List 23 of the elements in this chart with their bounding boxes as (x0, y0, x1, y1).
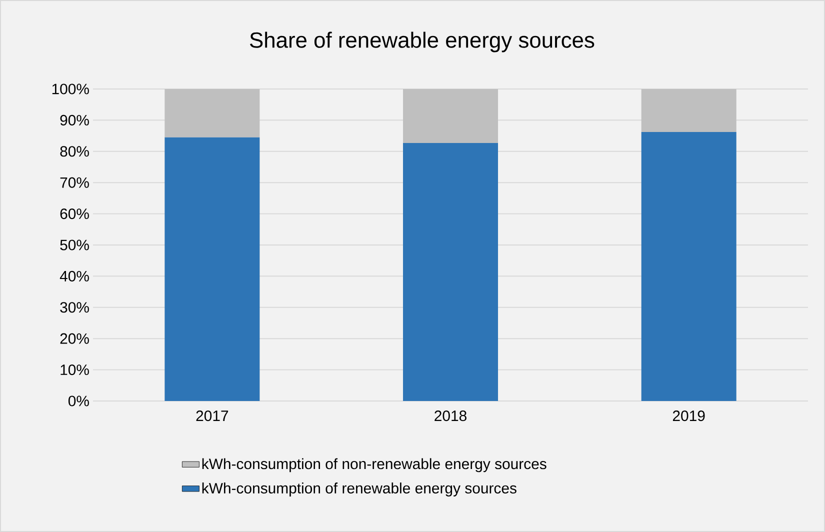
bar (164, 88, 260, 138)
y-tick-label: 0% (68, 396, 89, 406)
bar (403, 142, 498, 401)
y-tick-label: 30% (60, 302, 89, 313)
bar (641, 132, 736, 401)
y-tick-label: 80% (60, 146, 89, 157)
y-tick-label: 60% (60, 208, 89, 220)
x-tick-label: 2017 (196, 410, 228, 422)
y-tick-label: 70% (60, 177, 89, 188)
chart-title: Share of renewable energy sources (250, 32, 594, 52)
y-tick-label: 50% (60, 240, 89, 250)
y-tick-label: 40% (60, 270, 89, 282)
legend-label: kWh-consumption of renewable energy sources (202, 482, 516, 496)
bar (641, 88, 736, 132)
y-tick-label: 10% (60, 364, 89, 376)
bar (403, 88, 498, 143)
bar (164, 137, 260, 401)
y-tick-label: 90% (60, 114, 89, 126)
legend-label: kWh-consumption of non-renewable energy sources (202, 458, 546, 472)
y-tick-label: 100% (52, 84, 89, 94)
x-tick-label: 2019 (672, 410, 705, 422)
y-tick-label: 20% (60, 333, 89, 344)
x-tick-label: 2018 (434, 410, 466, 422)
